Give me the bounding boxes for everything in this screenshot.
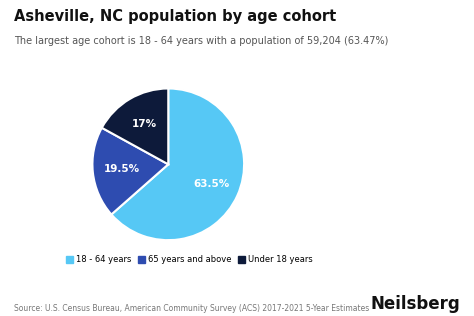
Wedge shape [92,128,168,215]
Text: 19.5%: 19.5% [103,165,140,174]
Text: The largest age cohort is 18 - 64 years with a population of 59,204 (63.47%): The largest age cohort is 18 - 64 years … [14,36,389,46]
Wedge shape [102,88,168,164]
Text: 63.5%: 63.5% [193,179,229,189]
Text: Asheville, NC population by age cohort: Asheville, NC population by age cohort [14,9,337,24]
Text: Neilsberg: Neilsberg [370,295,460,313]
Text: Source: U.S. Census Bureau, American Community Survey (ACS) 2017-2021 5-Year Est: Source: U.S. Census Bureau, American Com… [14,304,369,313]
Wedge shape [111,88,244,240]
Legend: 18 - 64 years, 65 years and above, Under 18 years: 18 - 64 years, 65 years and above, Under… [63,252,317,268]
Text: 17%: 17% [132,119,157,129]
